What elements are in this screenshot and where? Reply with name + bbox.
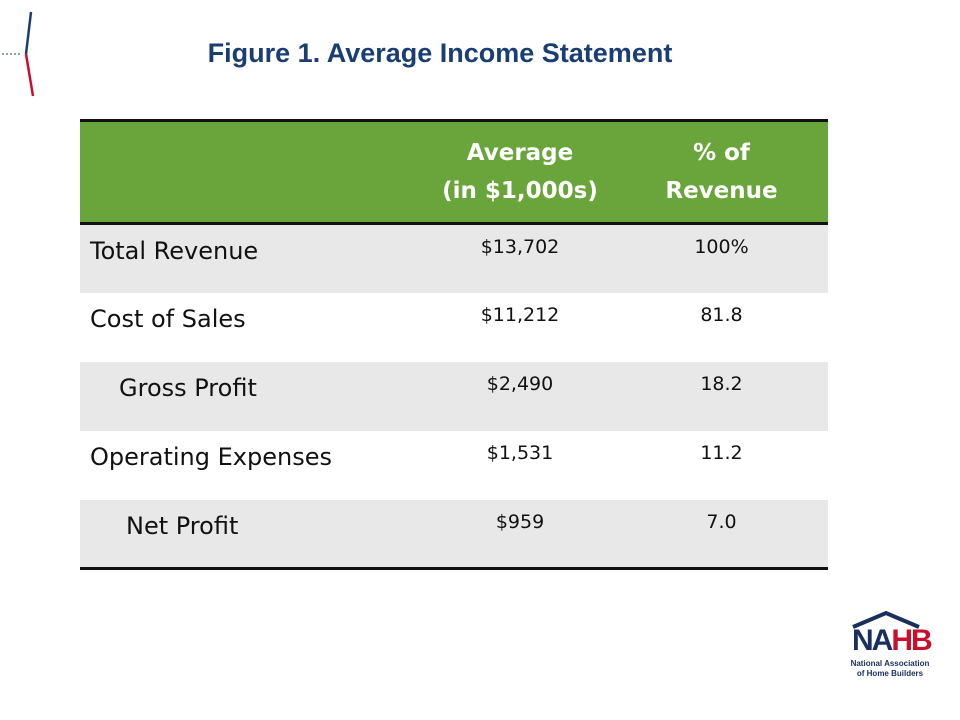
header-label xyxy=(80,119,425,225)
logo-wordmark-part2: HB xyxy=(891,624,932,657)
table-row: Operating Expenses $1,531 11.2 xyxy=(80,431,828,500)
table-row: Net Profit $959 7.0 xyxy=(80,499,828,570)
row-percent-gross-profit: 18.2 xyxy=(700,372,743,395)
row-label-total-revenue: Total Revenue xyxy=(90,237,259,265)
row-percent-net-profit: 7.0 xyxy=(615,499,828,570)
row-average-net-profit: $959 xyxy=(425,499,615,570)
logo-tagline-line2: of Home Builders xyxy=(856,669,924,678)
header-average: Average (in $1,000s) xyxy=(425,119,615,225)
row-average-total-revenue: $13,702 xyxy=(480,236,560,258)
row-label-net-profit: Net Profit xyxy=(80,499,425,570)
income-statement-table: Average (in $1,000s) % of Revenue Total … xyxy=(80,119,828,570)
decorative-corner-mark xyxy=(2,11,35,97)
row-percent-total-revenue: 100% xyxy=(694,236,749,258)
row-label-cost-of-sales: Cost of Sales xyxy=(90,304,246,333)
page-title: Figure 1. Average Income Statement xyxy=(207,38,673,68)
row-average-cost-of-sales: $11,212 xyxy=(480,303,560,326)
nahb-logo: NAHB National Association of Home Builde… xyxy=(850,610,933,690)
header-percent-revenue: % of Revenue xyxy=(615,119,828,225)
nahb-house-roof-icon xyxy=(852,610,920,629)
header-average-line1: Average xyxy=(466,140,574,166)
row-label-gross-profit: Gross Profit xyxy=(119,373,257,402)
row-label-operating-expenses: Operating Expenses xyxy=(90,442,332,471)
row-average-operating-expenses: $1,531 xyxy=(486,441,554,464)
header-percent-line2: Revenue xyxy=(665,178,778,204)
row-percent-operating-expenses: 11.2 xyxy=(700,441,743,464)
header-percent-line1: % of xyxy=(693,140,750,166)
table-row: Gross Profit $2,490 18.2 xyxy=(80,361,828,431)
logo-tagline: National Association of Home Builders xyxy=(850,659,930,679)
row-average-gross-profit: $2,490 xyxy=(486,372,554,395)
header-average-line2: (in $1,000s) xyxy=(442,178,598,204)
table-row: Cost of Sales $11,212 81.8 xyxy=(80,293,828,362)
logo-wordmark: NAHB xyxy=(852,624,933,658)
table-header-row: Average (in $1,000s) % of Revenue xyxy=(80,119,828,225)
table-row: Total Revenue $13,702 100% xyxy=(80,223,828,293)
logo-wordmark-part1: NA xyxy=(852,624,893,657)
row-percent-cost-of-sales: 81.8 xyxy=(700,303,743,326)
logo-tagline-line1: National Association xyxy=(850,659,930,668)
